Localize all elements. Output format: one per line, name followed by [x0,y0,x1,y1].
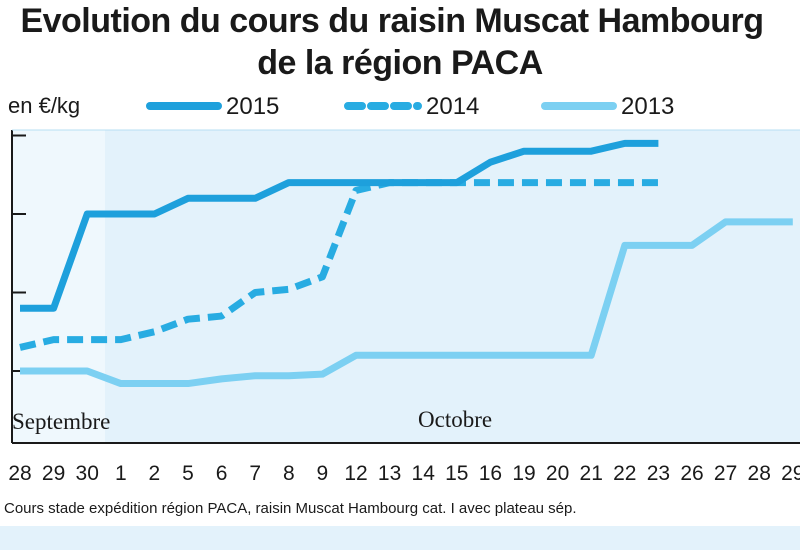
axes [11,129,800,444]
plot-background [12,130,800,443]
x-tick-label: 13 [378,462,401,485]
x-tick-label: 12 [344,462,367,485]
x-tick-label: 26 [680,462,703,485]
x-tick-labels: 28 29 30 1 2 5 6 7 8 9 12 13 14 15 16 19 20 21 22 23 26 27 28 2… [8,462,800,485]
x-tick-label: 29 [42,462,65,485]
x-tick-label: 8 [283,462,295,485]
x-tick-label: 21 [580,462,603,485]
x-tick-label: 20 [546,462,569,485]
month-label-october: Octobre [418,407,492,432]
x-tick-label: 15 [445,462,468,485]
y-unit-label: en €/kg [8,93,80,118]
x-tick-label: 29 [781,462,800,485]
legend: 2015 2014 2013 [146,93,674,120]
chart-title-line-1: Evolution du cours du raisin Muscat Hamb… [20,2,764,40]
x-tick-label: 1 [115,462,127,485]
chart-title-line-2: de la région PACA [257,44,543,82]
x-tick-label: 23 [647,462,670,485]
series-line-2015 [20,139,659,312]
x-tick-label: 28 [748,462,771,485]
legend-label-2015: 2015 [226,93,279,120]
x-tick-label: 9 [317,462,329,485]
x-tick-label: 6 [216,462,228,485]
source-note: Cours stade expédition région PACA, rais… [4,500,577,517]
legend-label-2013: 2013 [621,93,674,120]
x-tick-label: 30 [76,462,99,485]
x-tick-label: 14 [412,462,436,485]
x-tick-label: 19 [512,462,535,485]
legend-label-2014: 2014 [426,93,479,120]
x-tick-label: 28 [8,462,31,485]
x-tick-label: 5 [182,462,194,485]
x-tick-label: 7 [249,462,261,485]
series-lines [19,139,793,388]
x-tick-label: 2 [149,462,161,485]
month-label-september: Septembre [12,409,110,434]
x-tick-label: 16 [479,462,502,485]
footer-band [0,526,800,550]
series-line-2013 [20,218,793,388]
series-line-2014 [19,179,659,351]
x-tick-label: 22 [613,462,636,485]
x-tick-label: 27 [714,462,737,485]
